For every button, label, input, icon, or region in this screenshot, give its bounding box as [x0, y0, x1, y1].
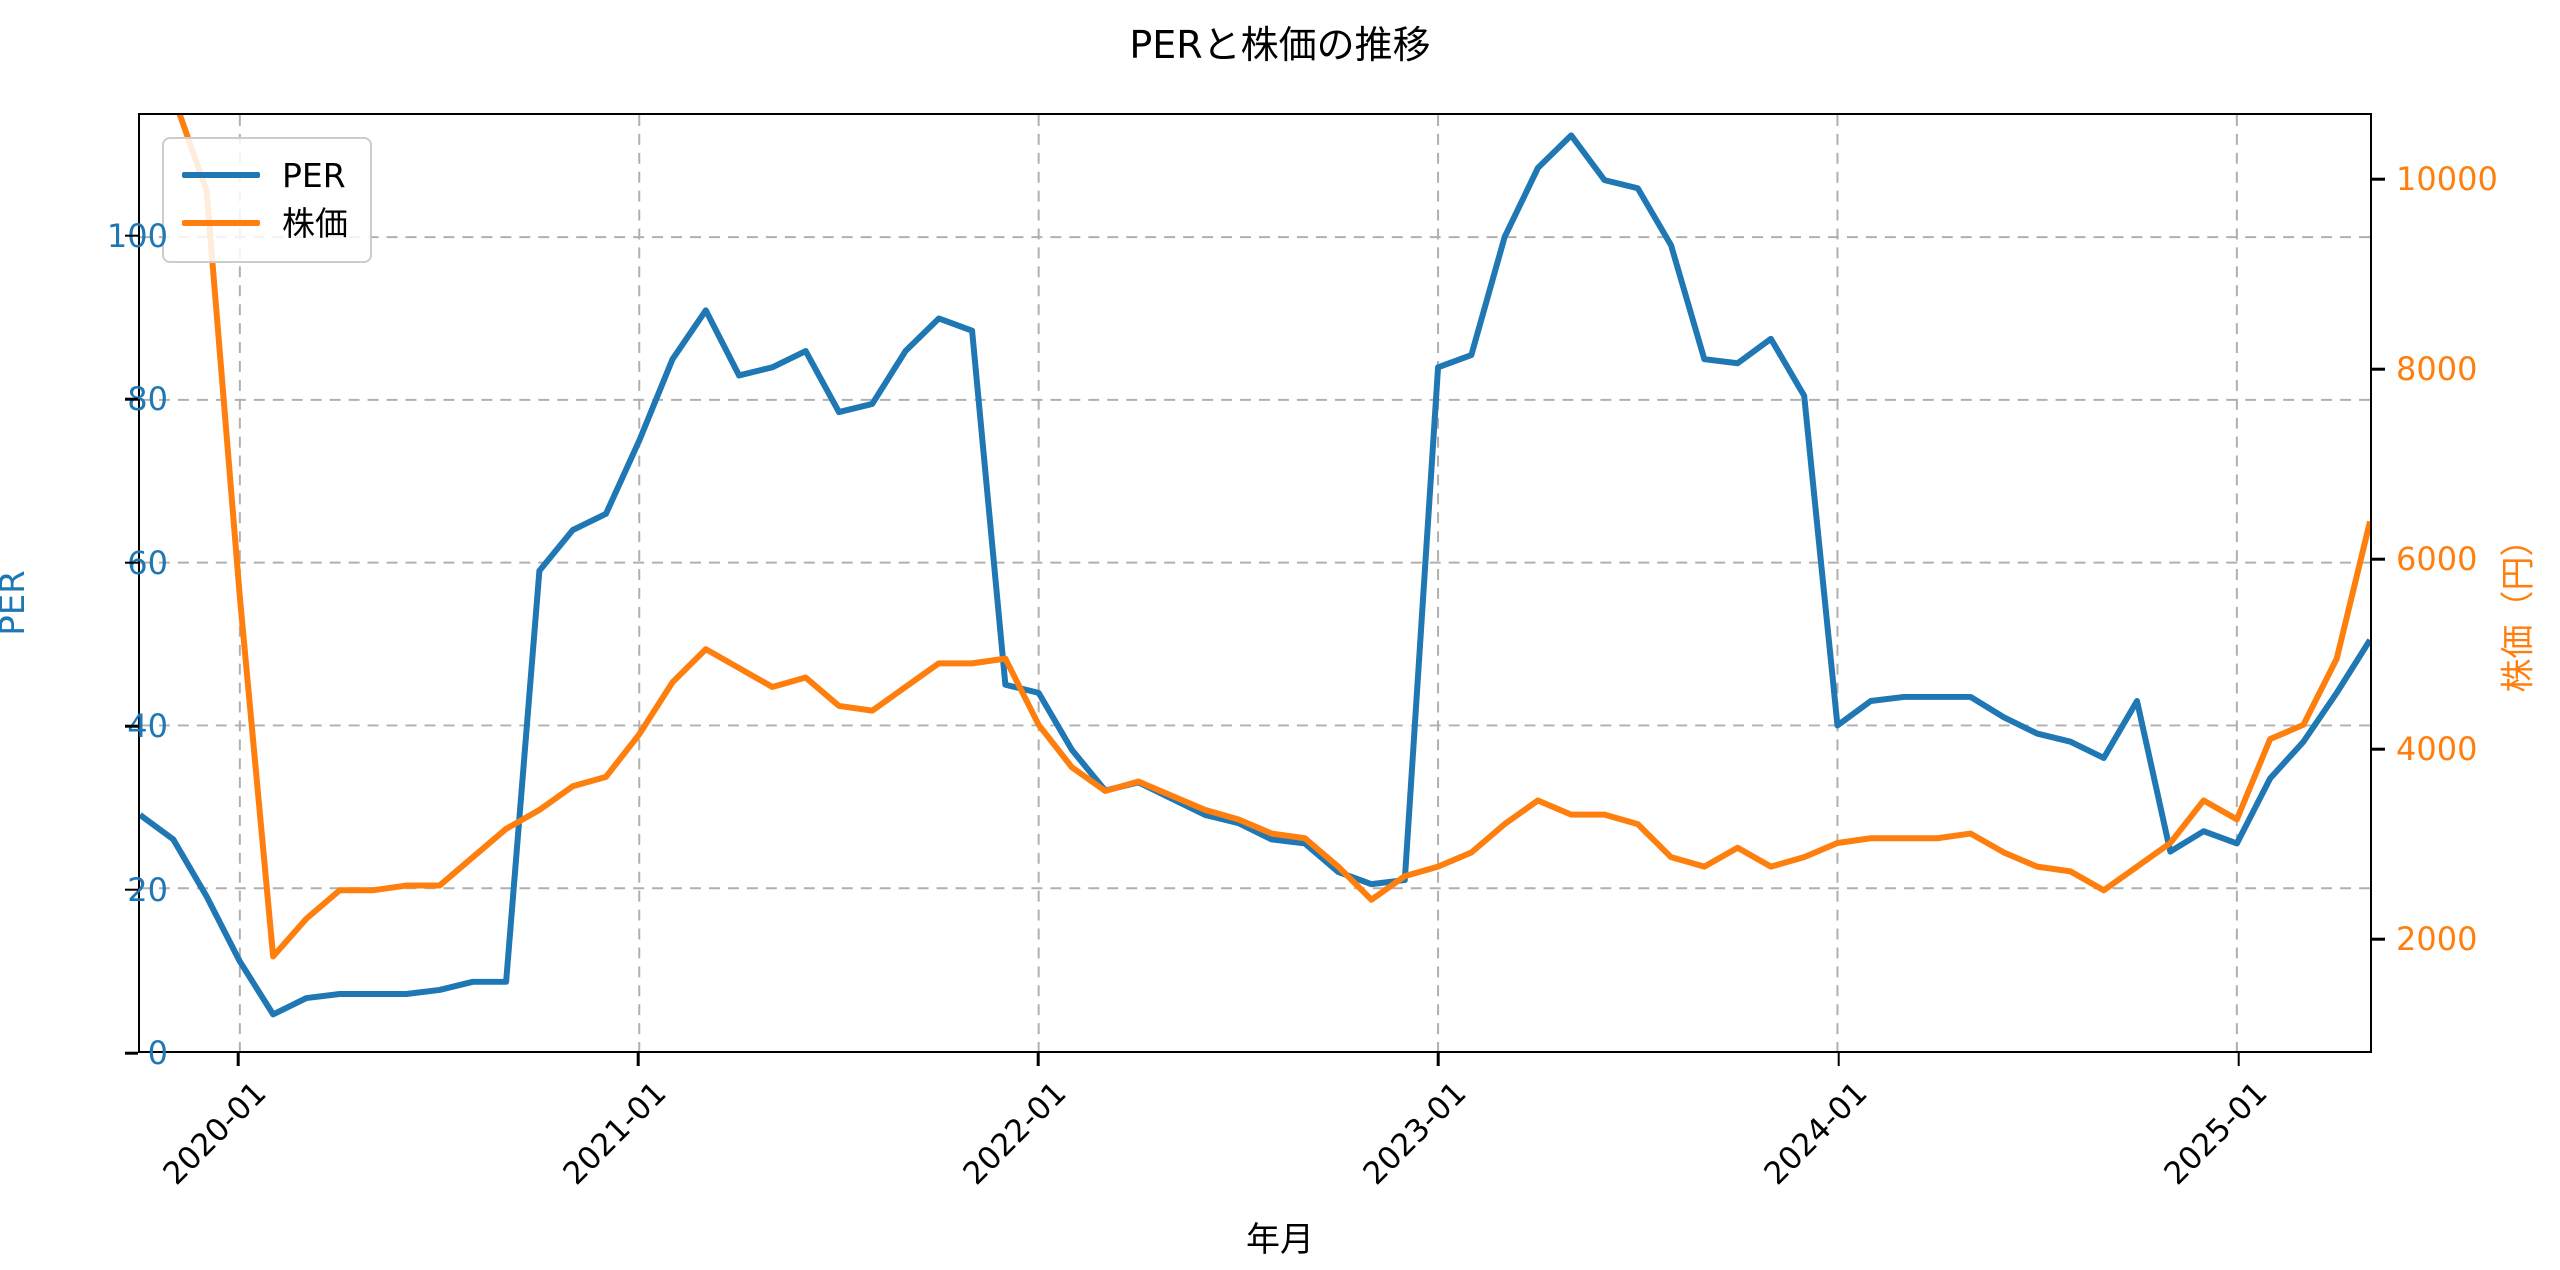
x-tick-mark [636, 1053, 640, 1066]
y-tick-mark-left [125, 1051, 138, 1055]
legend-label-per: PER [282, 155, 346, 195]
y-tick-mark-left [125, 397, 138, 401]
legend-item-per[interactable]: PER [182, 151, 348, 199]
y-axis-label-left: PER [0, 570, 33, 636]
x-tick-mark [2237, 1053, 2240, 1066]
y-tick-label-right: 2000 [2396, 920, 2478, 959]
legend-item-kabuka[interactable]: 株価 [182, 199, 348, 247]
y-tick-mark-right [2372, 937, 2385, 941]
series-line-株価 [176, 115, 2370, 960]
y-tick-label-right: 4000 [2396, 730, 2478, 769]
y-tick-mark-left [125, 561, 138, 564]
data-lines [140, 115, 2370, 1018]
y-tick-label-left: 20 [127, 870, 168, 909]
y-tick-mark-right [2372, 747, 2385, 751]
y-tick-label-left: 0 [147, 1034, 168, 1072]
y-tick-label-left: 80 [127, 380, 168, 419]
x-tick-mark [1837, 1053, 1840, 1066]
y-tick-mark-right [2372, 368, 2385, 371]
y-tick-label-right: 6000 [2396, 540, 2478, 579]
legend-swatch-kabuka [182, 220, 260, 226]
x-axis-label: 年月 [1246, 1220, 1314, 1260]
y-tick-label-right: 8000 [2396, 350, 2478, 389]
y-tick-mark-left [125, 724, 138, 728]
x-tick-mark [236, 1053, 240, 1066]
x-tick-mark [1437, 1053, 1440, 1066]
legend: PER 株価 [162, 137, 372, 263]
y-tick-mark-left [125, 888, 138, 891]
y-tick-label-right: 10000 [2396, 160, 2498, 199]
y-tick-mark-right [2372, 557, 2385, 561]
y-tick-mark-right [2372, 178, 2385, 181]
y-tick-label-left: 100 [106, 216, 168, 255]
y-axis-label-right: 株価（円） [2498, 522, 2539, 693]
legend-swatch-per [182, 172, 260, 178]
x-tick-mark [1036, 1053, 1040, 1066]
legend-label-kabuka: 株価 [282, 203, 348, 243]
page-title: PERと株価の推移 [1129, 23, 1431, 67]
y-tick-label-left: 40 [127, 707, 168, 746]
gridlines [140, 115, 2370, 1051]
plot-area: PER 株価 [138, 113, 2372, 1053]
series-line-PER [140, 132, 2370, 1018]
y-tick-mark-left [125, 234, 138, 237]
